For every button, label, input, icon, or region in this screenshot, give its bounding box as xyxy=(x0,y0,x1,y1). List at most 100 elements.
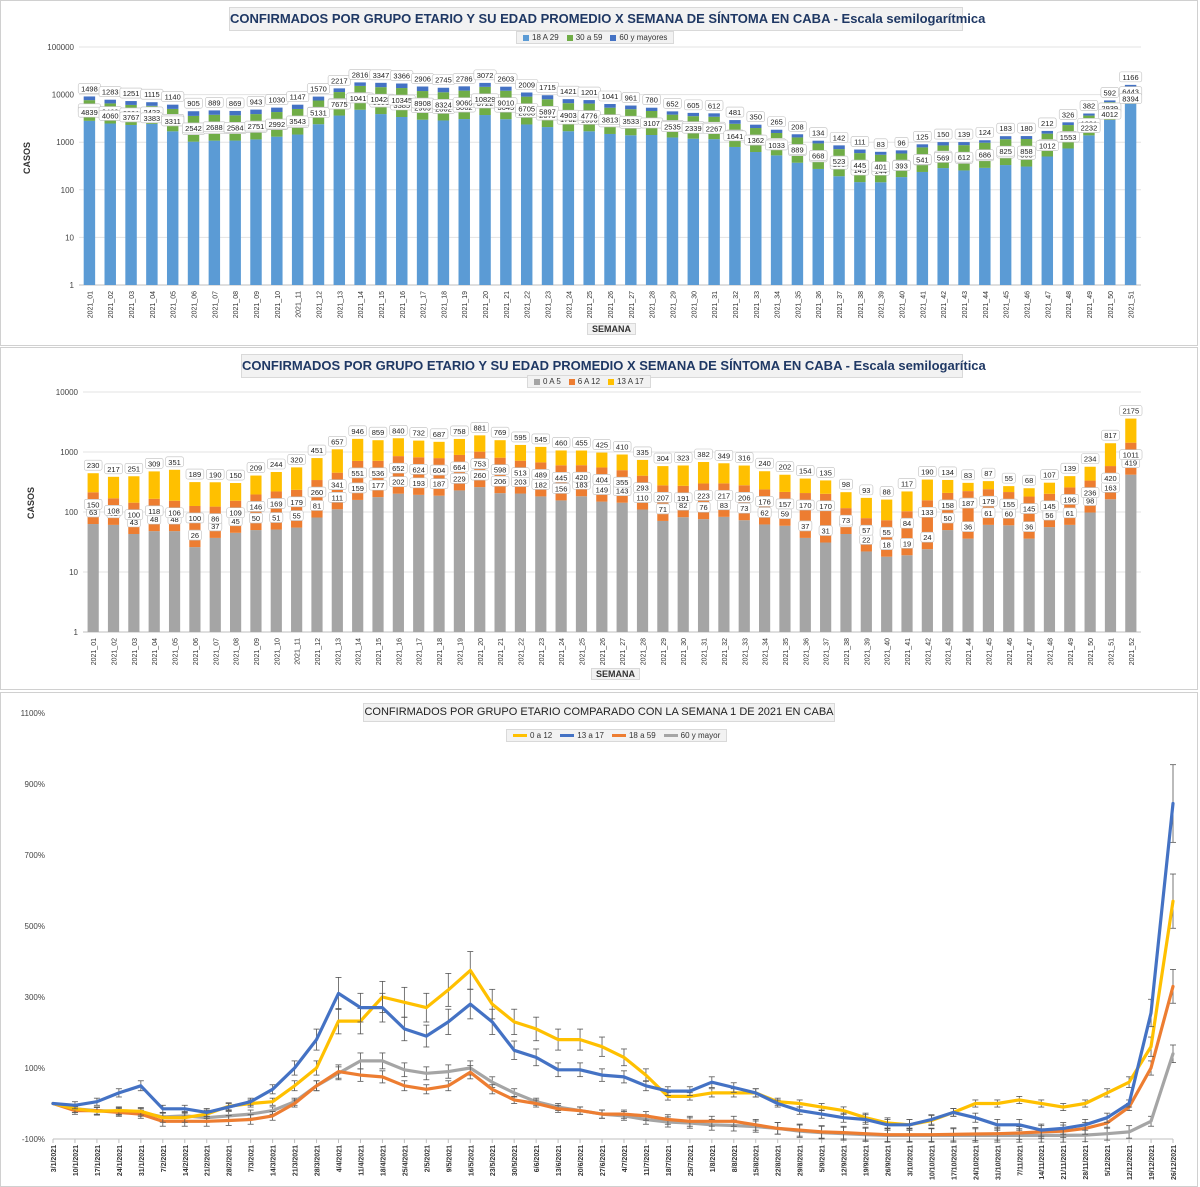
data-label-box xyxy=(470,422,489,433)
data-label-box xyxy=(1062,507,1077,519)
data-label: 1421 xyxy=(560,87,577,96)
bar-1 xyxy=(982,524,994,632)
data-label-box xyxy=(1079,100,1099,111)
bar-3 xyxy=(500,86,512,91)
x-tick-label: 19/9/2021 xyxy=(864,1145,871,1176)
data-label-box xyxy=(938,499,957,511)
data-label: 134 xyxy=(941,468,954,477)
data-label-box xyxy=(788,120,807,132)
data-label-box xyxy=(1060,494,1079,505)
bar-3 xyxy=(901,491,913,512)
data-label-box xyxy=(839,478,853,490)
x-tick-label: 2021_15 xyxy=(379,291,386,318)
bar-3 xyxy=(479,82,491,87)
y-tick-label: 500% xyxy=(25,922,45,931)
bar-1 xyxy=(230,532,242,632)
data-label-box xyxy=(798,520,813,532)
bar-3 xyxy=(854,149,866,154)
data-label-box xyxy=(999,498,1018,510)
data-label: 604 xyxy=(433,466,446,475)
x-tick-label: 2021_35 xyxy=(795,291,802,318)
bar-2 xyxy=(942,492,954,531)
x-tick-label: 10/1/2021 xyxy=(73,1145,80,1176)
data-label: 6705 xyxy=(518,105,535,114)
data-label: 686 xyxy=(979,151,992,160)
data-label: 551 xyxy=(351,469,364,478)
data-label-box xyxy=(892,160,911,171)
bar-2 xyxy=(921,500,933,550)
data-label: 176 xyxy=(758,497,771,506)
bar-2 xyxy=(962,491,974,539)
bar-2 xyxy=(331,472,343,510)
data-label: 326 xyxy=(1062,110,1075,119)
data-label: 858 xyxy=(1020,147,1033,156)
x-tick-label: 2021_16 xyxy=(400,291,407,318)
bar-3 xyxy=(125,101,137,105)
data-label-box xyxy=(124,509,144,520)
x-tick-label: 2021_19 xyxy=(462,291,469,318)
data-label: 1715 xyxy=(539,83,556,92)
data-label-box xyxy=(450,473,469,484)
data-label: 455 xyxy=(575,439,588,448)
data-label-box xyxy=(1056,131,1080,143)
bar-3 xyxy=(372,440,384,461)
bar-3 xyxy=(352,438,364,461)
data-label: 73 xyxy=(842,516,850,525)
data-label-box xyxy=(368,426,388,438)
data-label-box xyxy=(1119,405,1143,416)
data-label: 155 xyxy=(1002,500,1015,509)
data-label: 133 xyxy=(921,508,934,517)
data-label: 2906 xyxy=(414,75,431,84)
bar-1 xyxy=(645,134,658,285)
x-tick-label: 2021_31 xyxy=(712,291,719,318)
data-label-box xyxy=(226,469,245,481)
bar-3 xyxy=(87,473,99,493)
bar-3 xyxy=(937,142,949,146)
data-label: 481 xyxy=(729,108,742,117)
data-label-box xyxy=(940,512,955,524)
data-label: 170 xyxy=(819,502,832,511)
data-label: 177 xyxy=(372,481,385,490)
data-label-box xyxy=(961,521,975,532)
data-label: 513 xyxy=(514,469,527,478)
data-label: 82 xyxy=(679,501,687,510)
data-label-box xyxy=(1022,474,1036,486)
data-label: 881 xyxy=(473,423,486,432)
data-label: 83 xyxy=(877,140,885,149)
data-label-box xyxy=(918,506,937,518)
bar-3 xyxy=(962,482,974,492)
x-tick-label: 2021_28 xyxy=(650,291,657,318)
data-label: 182 xyxy=(535,480,548,489)
bar-1 xyxy=(1083,135,1095,285)
data-label: 1030 xyxy=(268,96,285,105)
data-label-box xyxy=(269,512,284,523)
data-label-box xyxy=(327,98,351,110)
bar-1 xyxy=(962,538,974,632)
data-label: 206 xyxy=(738,493,751,502)
bar-1 xyxy=(874,182,887,285)
data-label-box xyxy=(674,492,693,504)
x-tick-label: 28/3/2021 xyxy=(315,1145,322,1176)
x-tick-label: 2021_10 xyxy=(274,638,281,665)
data-label: 190 xyxy=(921,468,934,477)
x-tick-label: 25/4/2021 xyxy=(402,1145,409,1176)
data-label-box xyxy=(725,106,745,118)
x-tick-label: 2021_46 xyxy=(1024,291,1031,318)
data-label: 209 xyxy=(250,464,263,473)
x-tick-label: 2021_16 xyxy=(396,638,403,665)
x-tick-label: 2021_42 xyxy=(925,638,932,665)
data-label: 19 xyxy=(903,539,911,548)
data-label: 489 xyxy=(535,470,548,479)
bar-2 xyxy=(392,456,404,494)
bar-1 xyxy=(437,120,450,285)
data-label: 293 xyxy=(636,484,649,493)
data-label: 769 xyxy=(494,428,507,437)
data-label-box xyxy=(104,463,123,475)
data-label: 612 xyxy=(958,153,971,162)
x-tick-label: 13/6/2021 xyxy=(556,1145,563,1176)
data-label-box xyxy=(897,478,917,489)
data-label: 1641 xyxy=(727,132,744,141)
bar-1 xyxy=(596,501,608,632)
bar-1 xyxy=(854,182,866,285)
bar-1 xyxy=(1104,119,1116,285)
